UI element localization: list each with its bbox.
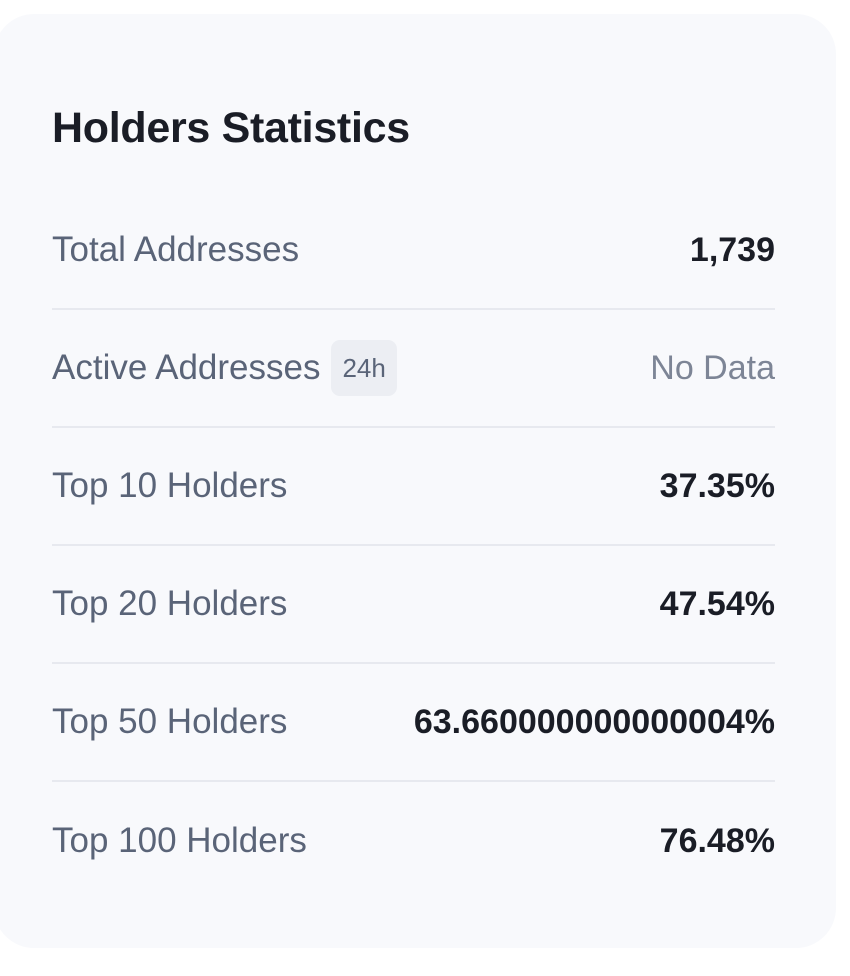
stat-label: Total Addresses [52, 230, 300, 269]
stat-value: 63.660000000000004% [413, 703, 775, 741]
stats-list: Total Addresses 1,739 Active Addresses 2… [52, 192, 775, 900]
stat-label-group: Top 10 Holders [52, 464, 287, 508]
stat-value: No Data [650, 349, 775, 387]
stat-row-active-addresses: Active Addresses 24h No Data [52, 310, 775, 428]
timeframe-badge: 24h [331, 340, 397, 396]
stat-value: 76.48% [659, 822, 775, 860]
stat-label: Active Addresses [52, 348, 321, 387]
stat-value: 47.54% [659, 585, 775, 623]
stat-label: Top 10 Holders [52, 466, 288, 505]
stat-label-group: Top 20 Holders [52, 582, 287, 626]
stat-label: Top 100 Holders [52, 821, 307, 860]
stat-row-top-50-holders: Top 50 Holders 63.660000000000004% [52, 664, 775, 782]
card-title: Holders Statistics [52, 104, 410, 152]
stat-row-total-addresses: Total Addresses 1,739 [52, 192, 775, 310]
stat-row-top-100-holders: Top 100 Holders 76.48% [52, 782, 775, 900]
stat-label-group: Active Addresses 24h [52, 340, 397, 396]
stat-row-top-10-holders: Top 10 Holders 37.35% [52, 428, 775, 546]
stat-label-group: Top 100 Holders [52, 819, 307, 863]
stat-row-top-20-holders: Top 20 Holders 47.54% [52, 546, 775, 664]
holders-statistics-card: Holders Statistics Total Addresses 1,739… [0, 14, 836, 948]
stat-label: Top 20 Holders [52, 584, 288, 623]
stat-label: Top 50 Holders [52, 702, 288, 741]
stat-value: 37.35% [659, 467, 775, 505]
stat-label-group: Total Addresses [52, 228, 299, 272]
stat-label-group: Top 50 Holders [52, 700, 287, 744]
stat-value: 1,739 [689, 231, 775, 269]
